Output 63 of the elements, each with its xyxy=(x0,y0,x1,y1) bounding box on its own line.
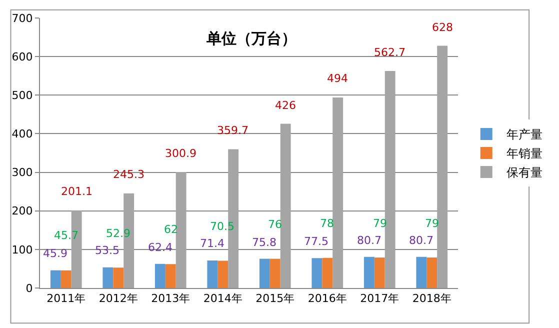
data-label: 78 xyxy=(320,217,334,230)
data-label: 45.7 xyxy=(54,229,78,242)
data-label: 62 xyxy=(164,223,178,236)
data-label: 245.3 xyxy=(113,168,144,181)
bar xyxy=(270,258,280,288)
bar xyxy=(113,268,124,288)
data-label: 45.9 xyxy=(43,247,68,260)
x-tick-label: 2018年 xyxy=(412,292,452,306)
bar xyxy=(312,258,322,288)
bar xyxy=(154,264,166,288)
bar xyxy=(384,70,396,288)
bar xyxy=(332,97,344,288)
data-label: 359.7 xyxy=(217,124,248,137)
bar xyxy=(364,256,374,288)
y-tick-label: 0 xyxy=(26,282,33,295)
x-tick-label: 2012年 xyxy=(98,292,138,306)
data-label: 70.5 xyxy=(210,220,234,233)
bar xyxy=(176,172,186,288)
data-label: 201.1 xyxy=(61,185,92,198)
y-tick-label: 300 xyxy=(12,166,33,180)
legend-label: 年产量 xyxy=(506,128,542,142)
text: 单位（万台） xyxy=(206,29,297,48)
data-label: 79 xyxy=(373,217,387,230)
x-tick-label: 2015年 xyxy=(256,292,295,306)
legend-label: 年销量 xyxy=(506,146,542,161)
data-label: 71.4 xyxy=(200,237,224,250)
x-tick-label: 2017年 xyxy=(360,292,400,306)
x-tick-label: 2014年 xyxy=(203,292,242,306)
bar xyxy=(259,258,270,288)
bar xyxy=(416,256,427,288)
legend-label: 保有量 xyxy=(506,166,542,180)
bar xyxy=(426,258,438,288)
bar xyxy=(207,260,218,288)
data-label: 628 xyxy=(432,21,453,34)
bar xyxy=(102,267,114,288)
x-tick-label: 2013年 xyxy=(151,292,190,306)
data-label: 494 xyxy=(327,72,348,85)
data-label: 75.8 xyxy=(252,236,276,249)
bar xyxy=(165,264,176,288)
data-label: 426 xyxy=(275,99,296,112)
y-tick-label: 500 xyxy=(12,88,33,102)
bar xyxy=(374,258,385,288)
y-tick-label: 100 xyxy=(12,243,33,256)
x-tick-label: 2016年 xyxy=(308,292,347,306)
y-tick-label: 200 xyxy=(12,204,33,218)
data-label: 80.7 xyxy=(357,234,382,247)
data-label: 77.5 xyxy=(304,235,328,248)
data-label: 76 xyxy=(268,218,282,231)
data-label: 562.7 xyxy=(374,46,406,59)
bar xyxy=(60,270,72,288)
y-tick-label: 400 xyxy=(12,128,33,141)
data-label: 52.9 xyxy=(106,227,130,240)
data-label: 300.9 xyxy=(165,147,196,160)
x-tick-label: 2011年 xyxy=(46,292,86,306)
y-tick-label: 600 xyxy=(12,50,33,64)
bar xyxy=(50,270,61,288)
bar xyxy=(322,258,333,288)
y-tick-label: 700 xyxy=(12,12,33,25)
data-label: 80.7 xyxy=(409,234,434,247)
bar xyxy=(280,124,291,288)
bar xyxy=(218,260,228,288)
bar xyxy=(437,46,448,288)
data-label: 79 xyxy=(425,217,439,230)
